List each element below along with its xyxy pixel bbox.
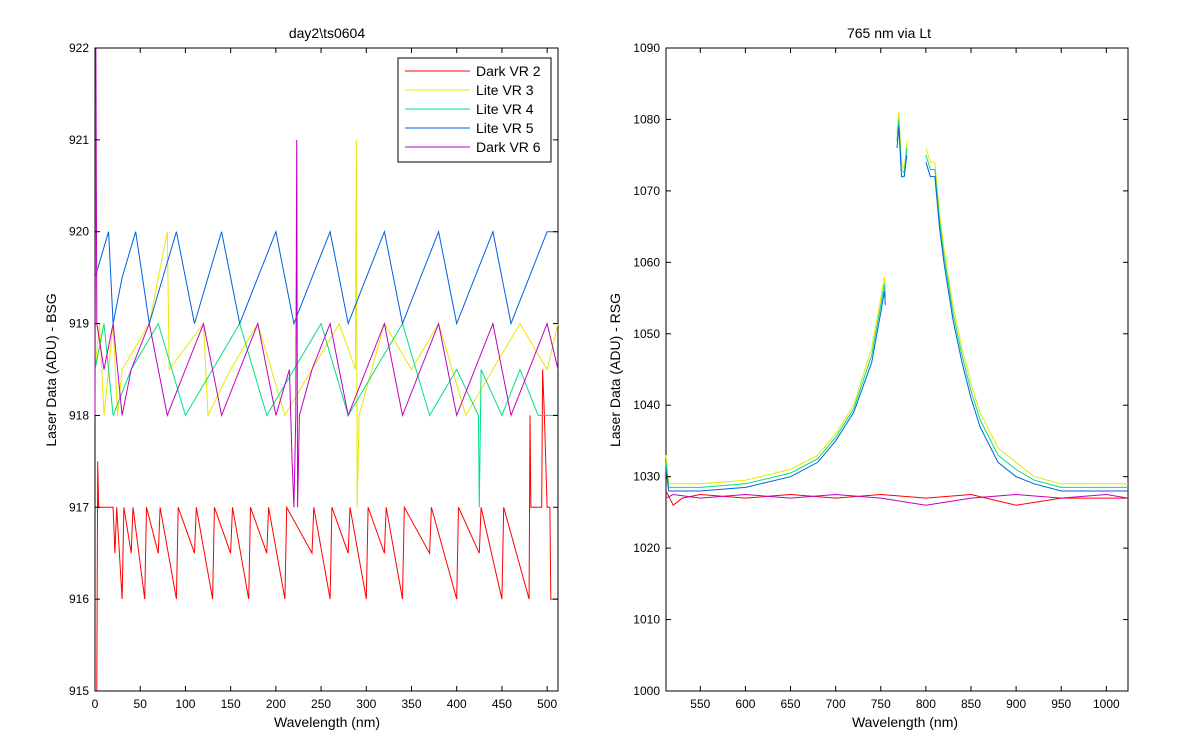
legend-label-dark-vr-6: Dark VR 6: [476, 139, 541, 155]
legend-label-dark-vr-2: Dark VR 2: [476, 63, 541, 79]
left-chart-series-group: [94, 47, 559, 692]
x-tick-label: 950: [1051, 697, 1071, 711]
series-line-p1-2: [925, 147, 1128, 485]
series-line-lite-vr-5: [94, 229, 558, 326]
series-line-p1-6: [665, 290, 886, 492]
right-chart-x-axis-label: Wavelength (nm): [852, 714, 958, 730]
x-tick-label: 350: [401, 697, 421, 711]
legend-label-lite-vr-3: Lite VR 3: [476, 82, 534, 98]
x-tick-label: 0: [92, 697, 99, 711]
y-tick-label: 917: [69, 500, 89, 514]
y-tick-label: 918: [69, 408, 89, 422]
y-tick-label: 1010: [633, 613, 660, 627]
series-line-p1-0: [665, 276, 886, 485]
x-tick-label: 750: [871, 697, 891, 711]
x-tick-label: 500: [537, 697, 557, 711]
series-line-p1-3: [665, 283, 886, 488]
y-tick-label: 1060: [633, 255, 660, 269]
right-chart-plot-area: [665, 47, 1129, 692]
x-tick-label: 100: [175, 697, 195, 711]
x-tick-label: 400: [447, 697, 467, 711]
series-line-p1-10: [665, 493, 1129, 506]
x-tick-label: 800: [916, 697, 936, 711]
left-chart: day2\ts0604 0 50 100 150 200 250 300 350 400 450 5…: [43, 25, 559, 730]
y-tick-label: 920: [69, 225, 89, 239]
x-tick-label: 550: [690, 697, 710, 711]
y-tick-label: 1020: [633, 541, 660, 555]
right-chart-title: 765 nm via Lt: [847, 25, 931, 41]
series-line-p1-5: [925, 155, 1128, 488]
x-tick-label: 900: [1006, 697, 1026, 711]
x-tick-label: 650: [781, 697, 801, 711]
y-tick-label: 1000: [633, 684, 660, 698]
x-tick-label: 450: [492, 697, 512, 711]
right-chart-series-group: [665, 112, 1129, 506]
series-line-p1-8: [925, 162, 1128, 492]
y-tick-label: 919: [69, 317, 89, 331]
series-line-dark-vr-6: [94, 47, 559, 508]
right-chart: 765 nm via Lt 550 600 650 700 750 800 850 900 95…: [607, 25, 1129, 730]
series-line-p1-7: [896, 126, 908, 178]
x-tick-label: 1000: [1093, 697, 1120, 711]
y-tick-label: 1070: [633, 184, 660, 198]
y-tick-label: 1030: [633, 470, 660, 484]
left-chart-y-ticks: 915 916 917 918 919 920 921 922: [69, 41, 558, 698]
legend-box: [397, 57, 552, 163]
x-tick-label: 600: [735, 697, 755, 711]
left-chart-x-axis-label: Wavelength (nm): [274, 714, 380, 730]
y-tick-label: 1090: [633, 41, 660, 55]
x-tick-label: 300: [356, 697, 376, 711]
right-chart-y-ticks: 1000 1010 1020 1030 1040 1050 1060 1070 1080 1090: [633, 41, 1128, 698]
y-tick-label: 922: [69, 41, 89, 55]
series-line-lite-vr-3: [94, 139, 559, 508]
x-tick-label: 50: [134, 697, 148, 711]
series-line-dark-vr-2: [95, 369, 558, 692]
y-tick-label: 916: [69, 592, 89, 606]
x-tick-label: 850: [961, 697, 981, 711]
right-chart-x-ticks: 550 600 650 700 750 800 850 900 950 1000: [690, 48, 1120, 711]
y-tick-label: 1080: [633, 112, 660, 126]
x-tick-label: 150: [221, 697, 241, 711]
y-tick-label: 1040: [633, 398, 660, 412]
x-tick-label: 700: [826, 697, 846, 711]
y-tick-label: 921: [69, 133, 89, 147]
left-chart-x-ticks: 0 50 100 150 200 250 300 350 400 450 500: [92, 48, 557, 711]
left-chart-y-axis-label: Laser Data (ADU) - BSG: [43, 293, 59, 446]
legend-label-lite-vr-4: Lite VR 4: [476, 101, 534, 117]
left-chart-legend: Dark VR 2 Lite VR 3 Lite VR 4 Lite VR 5 …: [397, 57, 552, 163]
y-tick-label: 915: [69, 684, 89, 698]
y-tick-label: 1050: [633, 327, 660, 341]
right-chart-y-axis-label: Laser Data (ADU) - RSG: [607, 293, 623, 447]
left-chart-title: day2\ts0604: [289, 25, 365, 41]
x-tick-label: 200: [266, 697, 286, 711]
x-tick-label: 250: [311, 697, 331, 711]
legend-label-lite-vr-5: Lite VR 5: [476, 120, 534, 136]
